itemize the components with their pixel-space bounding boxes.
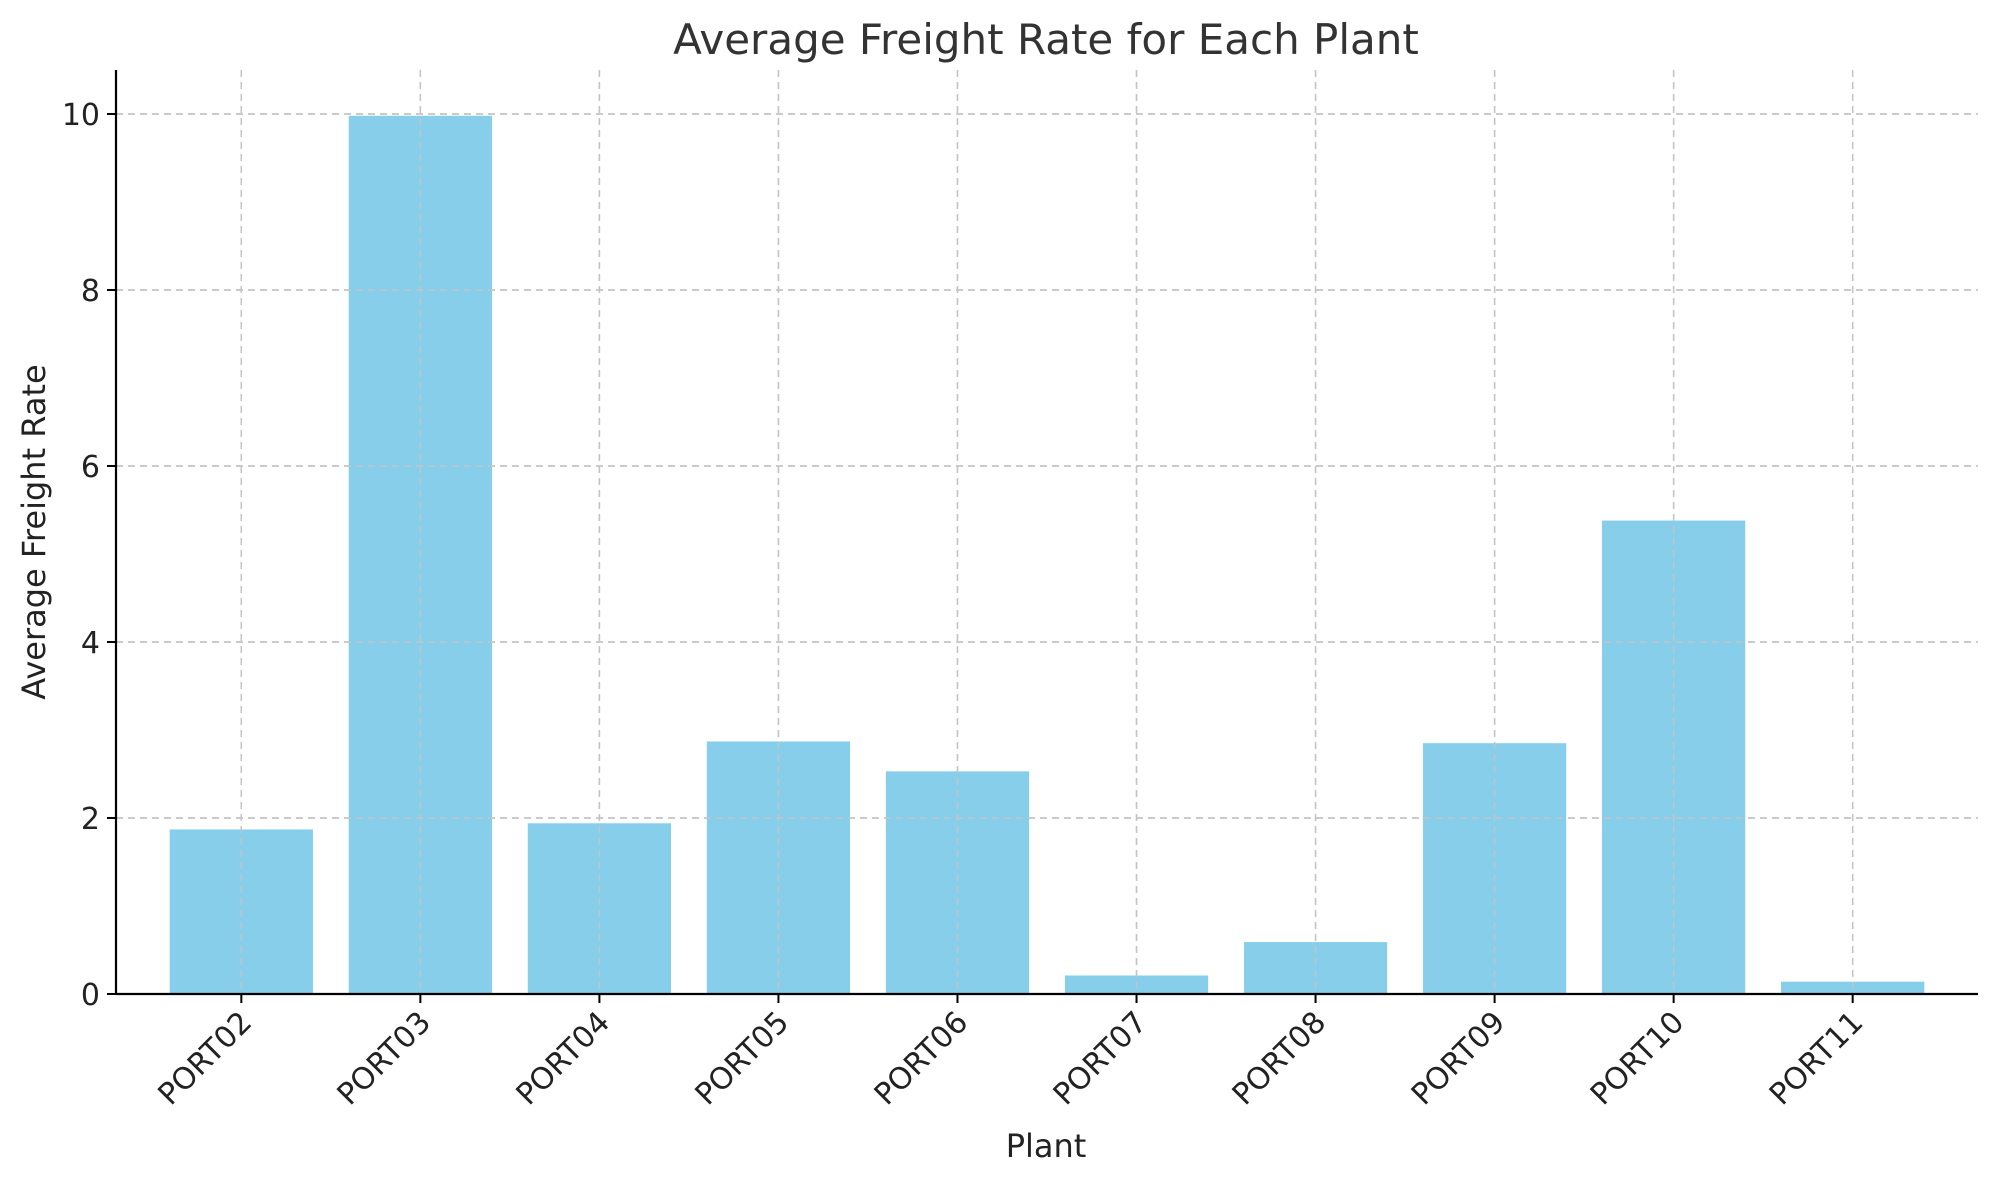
y-tick-label: 8 — [81, 274, 100, 309]
y-tick-label: 4 — [81, 626, 100, 661]
y-tick-label: 6 — [81, 450, 100, 485]
bars — [116, 70, 1978, 994]
x-tick-label: PORT05 — [689, 1005, 796, 1112]
x-tick-label: PORT03 — [331, 1005, 438, 1112]
chart-title: Average Freight Rate for Each Plant — [673, 15, 1419, 64]
x-tick-label: PORT09 — [1405, 1005, 1512, 1112]
x-axis-label: Plant — [1006, 1127, 1087, 1165]
y-tick-label: 10 — [62, 98, 100, 133]
y-tick-label: 0 — [81, 978, 100, 1013]
y-tick-label: 2 — [81, 802, 100, 837]
x-tick-label: PORT10 — [1584, 1005, 1691, 1112]
x-tick-label: PORT06 — [868, 1005, 975, 1112]
axes — [107, 70, 1978, 1003]
y-axis-label: Average Freight Rate — [15, 364, 53, 699]
x-tick-label: PORT04 — [510, 1005, 617, 1112]
x-tick-label: PORT11 — [1763, 1005, 1870, 1112]
bar-port04 — [527, 823, 672, 994]
x-tick-label: PORT02 — [152, 1005, 259, 1112]
x-tick-label: PORT08 — [1226, 1005, 1333, 1112]
x-tick-label: PORT07 — [1047, 1005, 1154, 1112]
